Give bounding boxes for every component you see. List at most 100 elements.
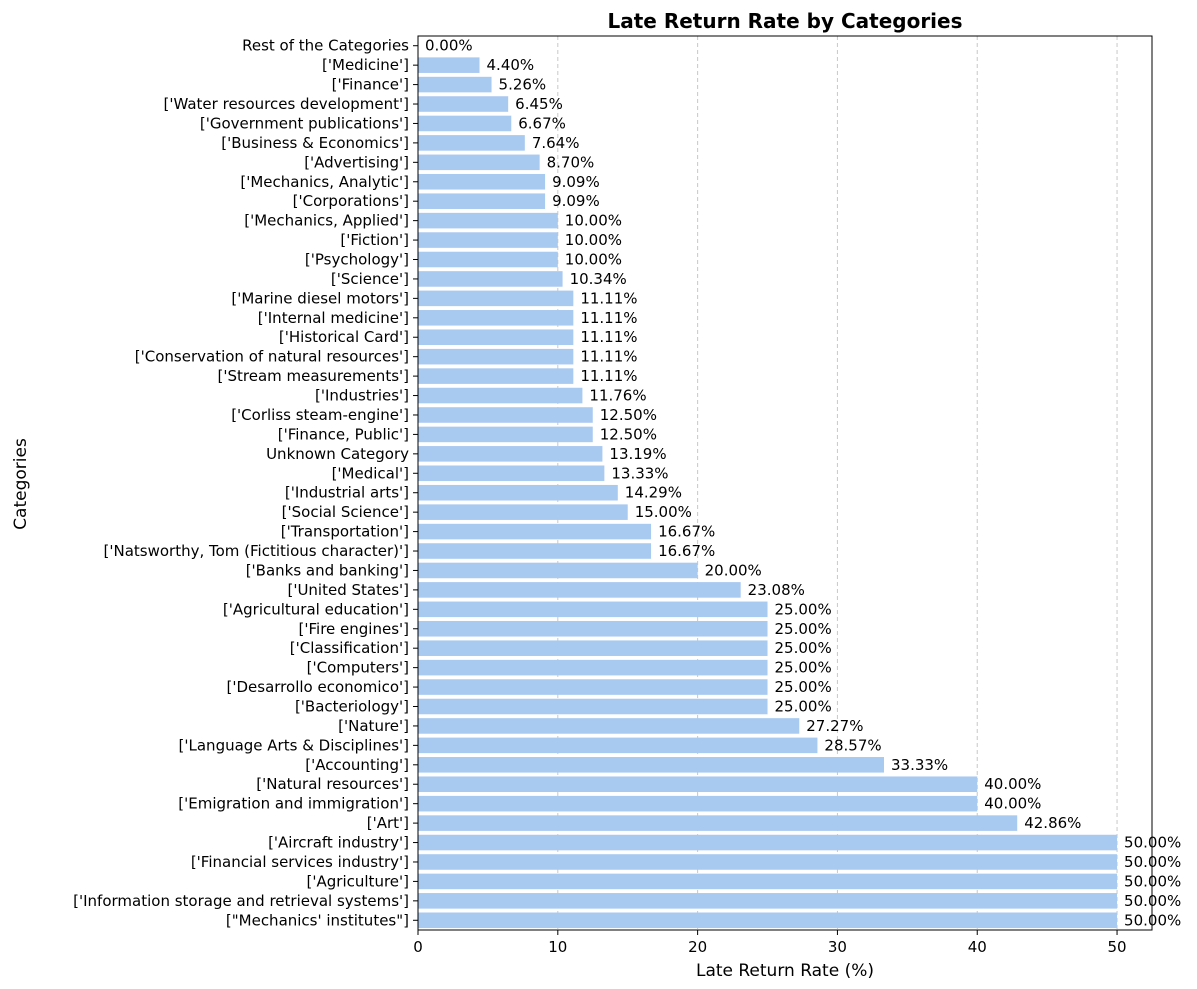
bar [418,115,512,132]
bar-value-label: 40.00% [984,775,1041,793]
bar-value-label: 9.09% [552,192,600,210]
bar [418,873,1118,890]
y-axis-ticks: Rest of the Categories['Medicine'] ['Fina… [73,37,418,929]
y-tick-label: ['Finance'] [332,76,409,94]
bar-value-label: 12.50% [600,425,657,443]
bar-value-label: 20.00% [705,561,762,579]
y-tick-label: ['Accounting'] [305,756,409,774]
bar [418,271,563,287]
y-tick-label: ['Language Arts & Disciplines'] [179,736,409,754]
bar [418,523,652,540]
value-labels: 0.00% 4.40% 5.26%6.45%6.67% 7.64%8.70% 9.09%… [425,37,1181,930]
y-tick-label: ['Industrial arts'] [285,484,409,502]
bar-value-label: 33.33% [891,756,948,774]
y-tick-label: ['Nature'] [338,717,409,735]
bar [418,718,800,734]
y-tick-label: Unknown Category [266,445,409,463]
x-tick-label: 40 [968,938,987,956]
bar-value-label: 40.00% [984,795,1041,813]
bar [418,737,818,754]
bar-value-label: 11.11% [580,367,637,385]
bar-value-label: 13.19% [609,445,666,463]
y-tick-label: ['Information storage and retrieval syst… [73,892,409,910]
bar [418,484,618,501]
bar [418,310,574,326]
bar [418,96,509,112]
bar [418,193,546,209]
bar-value-label: 16.67% [658,523,715,541]
y-tick-label: ['Natsworthy, Tom (Fictitious character)… [104,542,410,560]
bar-value-label: 0.00% [425,37,473,55]
y-tick-label: ['Water resources development'] [164,95,409,113]
y-tick-label: ['Financial services industry'] [191,853,409,871]
bar-value-label: 27.27% [806,717,863,735]
bar [418,776,978,793]
bar-value-label: 4.40% [487,56,535,74]
bar-value-label: 25.00% [775,620,832,638]
bar [418,329,574,346]
bar [418,815,1018,831]
plot-frame [417,35,1153,931]
bar [418,173,546,190]
bar-value-label: 11.11% [580,328,637,346]
bar [418,582,741,598]
y-tick-label: ['Social Science'] [282,503,409,521]
y-tick-label: ['Mechanics, Applied'] [244,212,409,230]
bar [418,912,1118,929]
x-axis-label: Late Return Rate (%) [696,961,874,981]
x-tick-label: 20 [688,938,707,956]
bar-value-label: 15.00% [635,503,692,521]
bar [418,679,768,695]
bar-value-label: 10.00% [565,251,622,269]
bar [418,212,558,229]
bar-value-label: 5.26% [499,76,547,94]
x-tick-label: 30 [828,938,847,956]
y-tick-label: ['Corliss steam-engine'] [231,406,409,424]
y-tick-label: ['Mechanics, Analytic'] [240,173,409,191]
y-tick-label: ['United States'] [287,581,409,599]
x-tick-label: 10 [548,938,567,956]
bar-value-label: 6.67% [518,114,566,132]
bar-value-label: 10.00% [565,212,622,230]
bar [418,232,558,248]
y-tick-label: ['Computers'] [307,659,409,677]
y-tick-label: ['Classification'] [290,639,409,657]
y-tick-label: ['Natural resources'] [256,775,409,793]
y-tick-label: ['Banks and banking'] [246,561,409,579]
y-tick-label: ['Science'] [331,270,409,288]
bar [418,154,540,171]
bar [418,387,583,404]
chart-title: Late Return Rate by Categories [608,9,963,33]
bar-value-label: 11.11% [580,289,637,307]
bar-value-label: 25.00% [775,639,832,657]
bar [418,562,698,579]
y-tick-label: ['Medicine'] [322,56,409,74]
y-tick-label: ['Internal medicine'] [258,309,409,327]
y-tick-label: ['Industries'] [315,387,409,405]
bar-value-label: 10.00% [565,231,622,249]
y-tick-label: ['Transportation'] [281,523,409,541]
y-tick-label: ['Historical Card'] [279,328,409,346]
bar-value-label: 6.45% [515,95,563,113]
bar [418,446,603,462]
bar-value-label: 10.34% [570,270,627,288]
bar [418,601,768,618]
bar [418,348,574,365]
bar-value-label: 28.57% [824,736,881,754]
bar-value-label: 8.70% [547,153,595,171]
bar [418,504,628,520]
bar-value-label: 25.00% [775,698,832,716]
bar [418,659,768,676]
bar [418,698,768,715]
y-tick-label: ['Desarrollo economico'] [227,678,409,696]
x-tick-label: 50 [1108,938,1127,956]
bars [418,57,1118,929]
y-tick-label: Rest of the Categories [242,37,409,55]
y-tick-label: ['Government publications'] [200,114,409,132]
bar [418,76,492,93]
bar-value-label: 50.00% [1124,892,1181,910]
bar-value-label: 11.76% [589,387,646,405]
bar-value-label: 50.00% [1124,872,1181,890]
bar-value-label: 9.09% [552,173,600,191]
bar [418,620,768,637]
